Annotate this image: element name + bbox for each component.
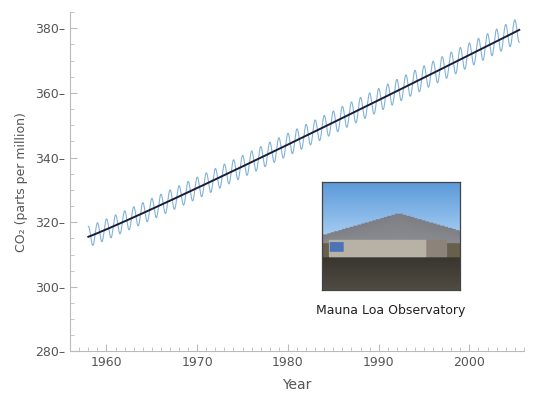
Text: Mauna Loa Observatory: Mauna Loa Observatory [316,304,466,317]
X-axis label: Year: Year [282,378,312,391]
Y-axis label: CO₂ (parts per million): CO₂ (parts per million) [15,112,28,252]
